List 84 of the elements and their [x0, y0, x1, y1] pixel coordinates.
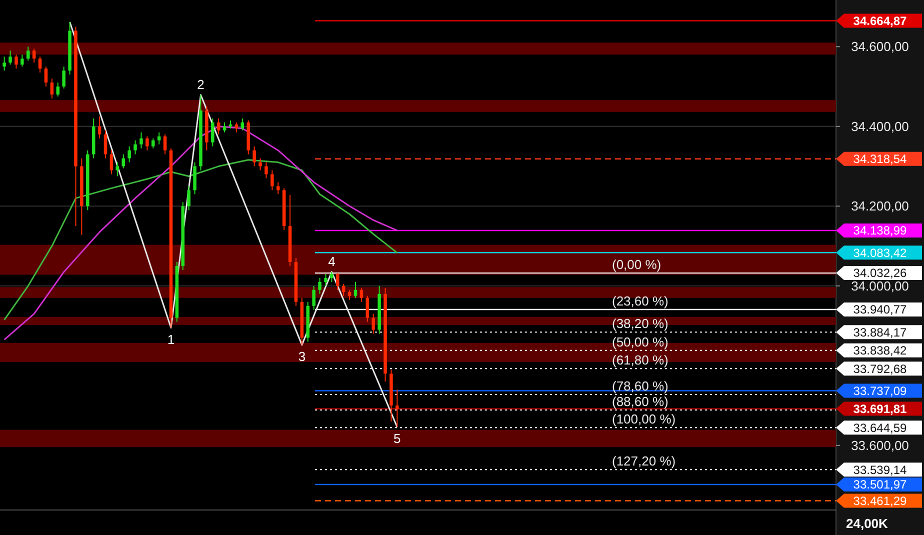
ref-line-label: 34.138,99	[853, 224, 908, 238]
annotation: (38,20 %)	[612, 316, 668, 332]
candlestick	[318, 277, 322, 294]
candlestick	[128, 146, 131, 163]
candlestick	[110, 150, 114, 175]
y-tick-label: 34.600,00	[851, 39, 909, 54]
candlestick	[122, 154, 125, 169]
candlestick	[360, 287, 364, 302]
candlestick	[252, 146, 256, 167]
ref-line-label: 33.644,59	[853, 420, 908, 435]
candlestick	[44, 66, 48, 88]
y-tick-label: 34.200,00	[851, 198, 909, 214]
ref-line-label: 33.792,68	[853, 362, 908, 376]
annotation: 4	[328, 254, 336, 269]
ref-line-label: 34.318,54	[853, 152, 908, 166]
candlestick	[366, 295, 370, 322]
candlestick	[276, 182, 280, 195]
candlestick	[104, 130, 108, 159]
candlestick	[240, 118, 244, 131]
candlestick	[151, 138, 155, 149]
ref-line-label: 34.083,42	[853, 246, 908, 260]
candlestick	[354, 281, 358, 298]
ref-line-label: 33.737,09	[853, 384, 908, 398]
candlestick	[26, 46, 30, 62]
candlestick	[372, 313, 375, 334]
line-series	[4, 159, 398, 321]
ref-line-label: 33.940,77	[853, 302, 908, 317]
line-series	[69, 21, 398, 428]
candlestick	[396, 389, 399, 428]
annotation: (88,60 %)	[612, 394, 668, 409]
candlestick	[258, 158, 262, 171]
candlestick	[14, 54, 18, 70]
candlestick	[116, 162, 120, 177]
candlestick	[38, 56, 42, 74]
candlestick	[264, 162, 268, 179]
annotation: (0,00 %)	[612, 257, 662, 272]
candlestick	[312, 285, 316, 310]
candlestick	[146, 136, 149, 151]
candlestick	[50, 78, 54, 99]
annotation: (100,00 %)	[612, 412, 676, 427]
ref-line-label: 33.461,29	[853, 494, 908, 508]
y-tick-label: 33.600,00	[851, 438, 909, 453]
candlestick	[140, 132, 143, 149]
candlestick	[56, 82, 60, 97]
text: 24,00K	[846, 516, 889, 531]
annotation: (23,60 %)	[612, 294, 668, 309]
candlestick	[234, 122, 238, 133]
candlestick	[98, 116, 102, 139]
ref-line-label: 34.664,87	[853, 14, 908, 28]
annotation: (127,20 %)	[612, 454, 676, 469]
candlestick	[330, 271, 334, 282]
annotation: (78,60 %)	[612, 378, 668, 394]
candlestick	[348, 289, 352, 300]
ref-line-label: 34.032,26	[853, 266, 908, 280]
candlestick	[8, 50, 12, 66]
y-tick-label: 34.400,00	[851, 118, 909, 134]
candlestick	[157, 132, 161, 145]
annotation: (50,00 %)	[612, 334, 668, 350]
candlestick	[216, 118, 220, 135]
ref-line-label: 33.838,42	[853, 344, 908, 358]
candlestick	[324, 273, 328, 286]
candlestick	[32, 48, 36, 64]
ref-line-label: 33.501,97	[853, 478, 908, 492]
candlestick	[187, 186, 190, 211]
candlestick	[270, 170, 274, 191]
candlestick	[342, 283, 346, 296]
candlestick	[2, 56, 6, 72]
candlestick	[211, 118, 214, 147]
annotation: (61,80 %)	[612, 352, 668, 368]
ref-line-label: 33.539,14	[853, 462, 908, 477]
ref-line-label: 33.884,17	[853, 325, 908, 340]
candlestick	[336, 272, 340, 290]
candlestick	[62, 66, 66, 90]
candlestick	[20, 54, 24, 68]
annotation: 2	[197, 76, 204, 92]
y-tick-label: 34.000,00	[851, 278, 909, 294]
candlestick	[163, 134, 167, 155]
annotation: 3	[298, 348, 306, 364]
annotation: 5	[394, 431, 401, 446]
ref-line-label: 33.691,81	[853, 402, 908, 416]
annotation: 1	[167, 332, 175, 347]
candlestick	[222, 122, 226, 133]
candlestick	[134, 140, 137, 155]
candlestick	[193, 162, 196, 195]
